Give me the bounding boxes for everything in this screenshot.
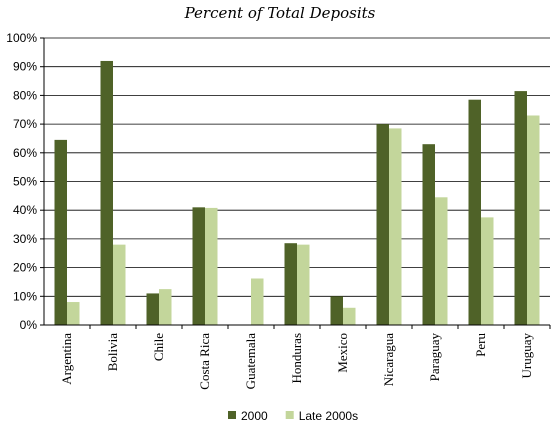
bar <box>422 144 435 325</box>
y-tick-labels: 0% 10% 20% 30% 40% 50% 60% 70% 80% 90% 100% <box>6 31 37 332</box>
chart-title: Percent of Total Deposits <box>184 4 376 22</box>
bar <box>192 207 205 325</box>
bar <box>435 197 448 325</box>
bar <box>67 302 80 325</box>
x-tick-label: Bolivia <box>105 333 120 372</box>
bar <box>389 128 402 325</box>
bar <box>330 296 343 325</box>
y-tick-label: 90% <box>13 60 37 74</box>
x-tick-label: Chile <box>151 333 166 361</box>
bar <box>284 243 297 325</box>
bar <box>514 91 527 325</box>
legend-swatch <box>228 411 236 419</box>
bar <box>251 278 264 325</box>
bar <box>481 217 494 325</box>
y-tick-label: 80% <box>13 88 37 102</box>
bar <box>376 124 389 325</box>
legend-label: Late 2000s <box>299 409 358 423</box>
legend: 2000 Late 2000s <box>228 409 358 423</box>
x-tick-label: Paraguay <box>427 333 442 382</box>
y-tick-label: 40% <box>13 203 37 217</box>
bar <box>343 307 356 325</box>
bar <box>527 115 540 326</box>
bars <box>54 60 540 326</box>
bar <box>468 99 481 325</box>
x-tick-label: Costa Rica <box>197 333 212 390</box>
bar <box>297 244 310 325</box>
y-tick-label: 50% <box>13 175 37 189</box>
y-tick-label: 60% <box>13 146 37 160</box>
y-tick-label: 0% <box>20 318 38 332</box>
y-tick-label: 20% <box>13 261 37 275</box>
legend-swatch <box>285 411 294 419</box>
x-tick-label: Uruguay <box>519 333 534 379</box>
axes <box>40 37 551 329</box>
bar <box>205 207 218 325</box>
y-tick-label: 30% <box>13 232 37 246</box>
bar <box>159 289 172 325</box>
x-tick-label: Honduras <box>289 333 304 384</box>
gridlines <box>44 37 550 297</box>
y-tick-label: 70% <box>13 117 37 131</box>
x-tick-label: Mexico <box>335 333 350 373</box>
bar <box>113 244 126 325</box>
x-tick-label: Nicaragua <box>381 333 396 387</box>
bar <box>100 60 113 326</box>
bar <box>54 139 67 325</box>
bar <box>146 293 159 325</box>
legend-label: 2000 <box>241 409 268 423</box>
y-tick-label: 100% <box>6 31 37 45</box>
x-tick-label: Peru <box>473 333 488 357</box>
x-tick-labels: Argentina Bolivia Chile Costa Rica Guatemala… <box>59 333 534 390</box>
x-tick-label: Guatemala <box>243 333 258 390</box>
x-tick-label: Argentina <box>59 333 74 385</box>
y-tick-label: 10% <box>13 289 37 303</box>
